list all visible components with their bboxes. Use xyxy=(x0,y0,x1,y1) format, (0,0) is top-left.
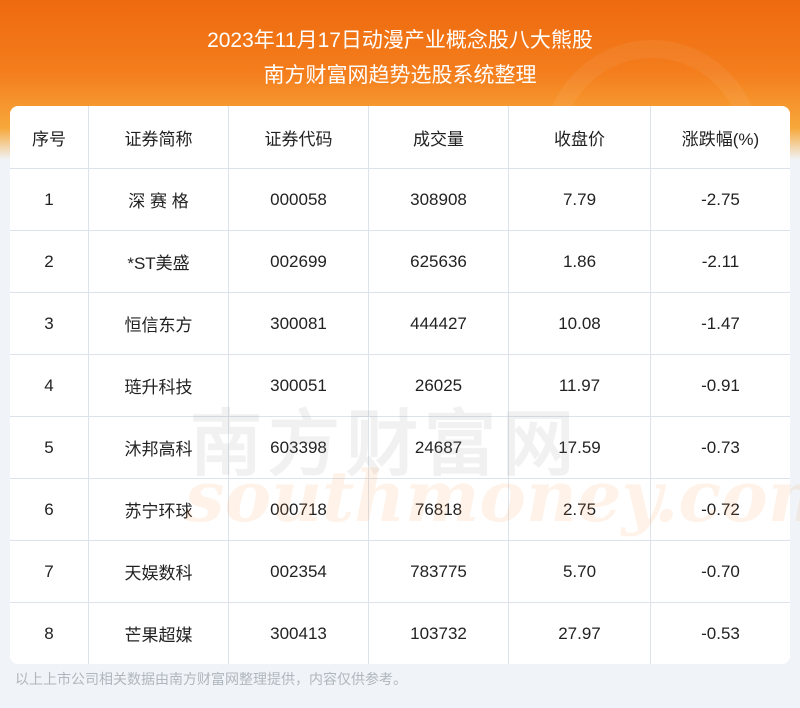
disclaimer-note: 以上上市公司相关数据由南方财富网整理提供，内容仅供参考。 xyxy=(15,671,407,687)
table-cell: 300413 xyxy=(228,603,368,664)
table-cell: 002699 xyxy=(228,231,368,292)
table-cell: 芒果超媒 xyxy=(88,603,228,664)
table-row: 1 深 赛 格 000058 308908 7.79 -2.75 xyxy=(10,168,790,230)
table-cell: 3 xyxy=(44,313,54,333)
table-cell: 1.86 xyxy=(508,231,650,292)
table-cell: *ST美盛 xyxy=(88,231,228,292)
table-cell: 308908 xyxy=(368,169,508,230)
table-cell: 恒信东方 xyxy=(88,293,228,354)
table-cell: 5 xyxy=(44,437,54,457)
table-row: 5 沐邦高科 603398 24687 17.59 -0.73 xyxy=(10,416,790,478)
table-cell: 300081 xyxy=(228,293,368,354)
stock-table: 序号 证券简称 证券代码 成交量 收盘价 涨跌幅(%) 1 深 赛 格 000058 30890… xyxy=(10,106,790,664)
table-cell: 11.97 xyxy=(508,355,650,416)
table-row: 6 苏宁环球 000718 76818 2.75 -0.72 xyxy=(10,478,790,540)
table-cell: -0.53 xyxy=(650,603,790,664)
table-cell: 1 xyxy=(44,189,54,209)
table-cell: 625636 xyxy=(368,231,508,292)
table-cell: 000718 xyxy=(228,479,368,540)
table-cell: 深 赛 格 xyxy=(88,169,228,230)
table-cell: 4 xyxy=(44,375,54,395)
column-header: 序号 xyxy=(32,129,66,149)
table-header: 序号 证券简称 证券代码 成交量 收盘价 涨跌幅(%) xyxy=(10,106,790,168)
table-row: 4 琏升科技 300051 26025 11.97 -0.91 xyxy=(10,354,790,416)
table-cell: -2.75 xyxy=(650,169,790,230)
table-cell: 103732 xyxy=(368,603,508,664)
table-cell: 天娱数科 xyxy=(88,541,228,602)
table-cell: 783775 xyxy=(368,541,508,602)
table-row: 7 天娱数科 002354 783775 5.70 -0.70 xyxy=(10,540,790,602)
table-cell: 琏升科技 xyxy=(88,355,228,416)
page-subtitle: 南方财富网趋势选股系统整理 xyxy=(263,64,537,87)
table-cell: 24687 xyxy=(368,417,508,478)
column-header: 证券简称 xyxy=(88,106,228,168)
column-header: 收盘价 xyxy=(508,106,650,168)
table-cell: 444427 xyxy=(368,293,508,354)
page-title: 2023年11月17日动漫产业概念股八大熊股 xyxy=(207,29,593,52)
table-cell: 002354 xyxy=(228,541,368,602)
table-cell: 603398 xyxy=(228,417,368,478)
table-cell: 76818 xyxy=(368,479,508,540)
table-row: 2 *ST美盛 002699 625636 1.86 -2.11 xyxy=(10,230,790,292)
table-cell: -2.11 xyxy=(650,231,790,292)
table-cell: 苏宁环球 xyxy=(88,479,228,540)
table-cell: 2.75 xyxy=(508,479,650,540)
column-header: 涨跌幅(%) xyxy=(650,106,790,168)
table-cell: 17.59 xyxy=(508,417,650,478)
table-cell: -0.73 xyxy=(650,417,790,478)
table-cell: 10.08 xyxy=(508,293,650,354)
table-cell: 5.70 xyxy=(508,541,650,602)
column-header: 证券代码 xyxy=(228,106,368,168)
table-cell: 7.79 xyxy=(508,169,650,230)
table-cell: 000058 xyxy=(228,169,368,230)
table-cell: -0.91 xyxy=(650,355,790,416)
table-cell: -1.47 xyxy=(650,293,790,354)
table-cell: 26025 xyxy=(368,355,508,416)
table-cell: 27.97 xyxy=(508,603,650,664)
table-cell: 7 xyxy=(44,561,54,581)
table-cell: 8 xyxy=(44,623,54,643)
table-cell: 300051 xyxy=(228,355,368,416)
table-cell: 沐邦高科 xyxy=(88,417,228,478)
column-header: 成交量 xyxy=(368,106,508,168)
table-row: 3 恒信东方 300081 444427 10.08 -1.47 xyxy=(10,292,790,354)
table-cell: 2 xyxy=(44,251,54,271)
table-cell: 6 xyxy=(44,499,54,519)
table-row: 8 芒果超媒 300413 103732 27.97 -0.53 xyxy=(10,602,790,664)
table-cell: -0.70 xyxy=(650,541,790,602)
table-cell: -0.72 xyxy=(650,479,790,540)
